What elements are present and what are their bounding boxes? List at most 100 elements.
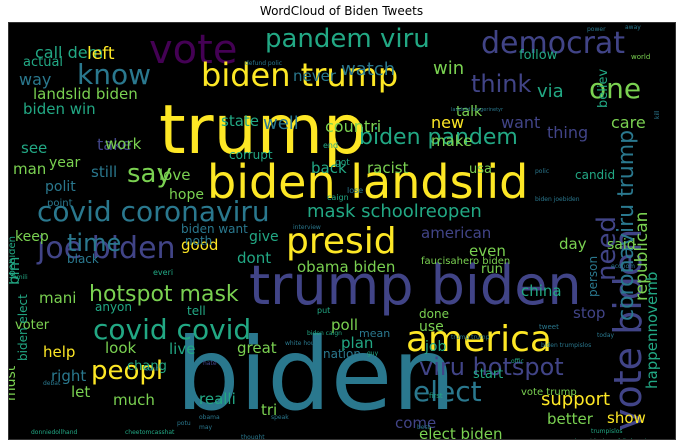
word-way: way: [19, 70, 51, 89]
word-tweet: tweet: [539, 323, 559, 331]
word-presid: presid: [286, 221, 397, 262]
word-look: look: [105, 339, 137, 357]
word-better: better: [547, 410, 594, 428]
word-viru-hotspot: viru hotspot: [419, 353, 564, 381]
word-biden-want: biden want: [181, 222, 248, 236]
word-even: even: [469, 242, 506, 260]
word-run: run: [481, 262, 503, 277]
word-say: say: [127, 159, 172, 189]
word-faucisahero-biden: faucisahero biden: [421, 256, 510, 267]
word-potu: potu: [177, 420, 191, 427]
word-voter: voter: [15, 318, 50, 333]
word-corrupt: corrupt: [229, 148, 273, 162]
word-biden-elect: biden elect: [16, 294, 30, 361]
word-put: put: [317, 306, 330, 315]
word-donniedollhand: donniedollhand: [31, 429, 78, 436]
word-landslid-tangerinetyr: landslid tangerinetyr: [451, 107, 504, 113]
word-think: think: [471, 70, 532, 98]
word-first: first: [429, 392, 443, 400]
word-biden-trump: biden trump: [201, 56, 398, 94]
word-racist: racist: [367, 159, 409, 177]
word-via: via: [537, 81, 564, 102]
wordcloud-words: biden trump trump biden biden landslid vote …: [9, 24, 661, 439]
word-help: help: [43, 343, 75, 361]
word-cheetomcasshat: cheetomcasshat: [125, 429, 175, 436]
word-win: win: [433, 58, 464, 79]
word-great: great: [237, 339, 277, 357]
word-support: support: [541, 389, 610, 410]
word-keep: keep: [15, 229, 49, 245]
chart-title: WordCloud of Biden Tweets: [259, 4, 424, 18]
word-got: got: [335, 158, 350, 168]
word-hotspot-mask: hotspot mask: [89, 282, 239, 307]
word-new: new: [431, 113, 464, 132]
word-defund-polic: defund polic: [245, 60, 282, 67]
word-much: much: [113, 391, 155, 409]
word-trump-trump: trump trump: [451, 334, 490, 341]
word-econom: econom: [611, 263, 635, 270]
word-know: know: [77, 58, 151, 91]
word-want: want: [501, 113, 540, 132]
word-talk: talk: [456, 104, 483, 120]
word-republican: republican: [632, 212, 652, 301]
word-obama-biden: obama biden: [297, 258, 395, 276]
word-stop: stop: [573, 304, 605, 322]
word-elect-biden: elect biden: [419, 425, 502, 439]
word-best: best: [417, 424, 431, 431]
word-thought: thought: [241, 434, 265, 439]
word-polic: polic: [535, 168, 549, 175]
word-love: love: [159, 166, 190, 184]
word-believ: believ: [596, 69, 611, 108]
word-never: never: [293, 67, 337, 85]
word-famili: famili: [11, 274, 28, 281]
word-biden-caign: biden caign: [307, 330, 342, 337]
word-away: away: [625, 24, 641, 31]
word-day: day: [559, 235, 587, 253]
word-anyon: anyon: [95, 300, 132, 314]
word-biden-pandem: biden pandem: [359, 125, 518, 150]
word-covid-coronaviru: covid coronaviru: [37, 195, 270, 228]
word-done: done: [419, 307, 449, 321]
word-state: state: [221, 112, 259, 130]
word-one: one: [589, 72, 641, 105]
word-biden-win: biden win: [23, 100, 96, 118]
word-said: said: [607, 237, 636, 253]
word-happennovemb: happennovemb: [643, 272, 661, 389]
word-debat: debat: [43, 380, 61, 387]
word-black: black: [67, 252, 99, 266]
word-mask-schoolreopen: mask schoolreopen: [307, 201, 482, 222]
word-lose: lose: [347, 186, 363, 195]
word-thing: thing: [547, 123, 588, 142]
word-start: start: [473, 367, 503, 382]
wordcloud-svg: biden trump trump biden biden landslid vote …: [9, 23, 675, 439]
word-white-hous: white hous: [285, 340, 318, 347]
word-poll: poll: [331, 316, 358, 334]
word-joebiden: joebiden: [9, 236, 18, 280]
word-well: well: [263, 113, 299, 134]
word-still: still: [91, 163, 117, 181]
word-actual: actual: [23, 55, 63, 70]
word-tri: tri: [261, 401, 277, 419]
word-trump: trump: [159, 91, 366, 170]
word-obama: obama: [199, 414, 220, 421]
word-joe-biden: joe biden: [36, 231, 176, 266]
word-end: end: [323, 141, 338, 150]
wordcloud-canvas: biden trump trump biden biden landslid vote …: [8, 22, 676, 440]
word-time: time: [67, 229, 121, 257]
word-trump-biden: trump biden: [249, 254, 582, 317]
word-hope: hope: [169, 187, 204, 203]
word-interview: interview: [293, 224, 321, 231]
word-polit: polit: [45, 179, 76, 195]
word-plan: plan: [341, 334, 373, 352]
word-american: american: [421, 224, 491, 242]
word-make: make: [431, 132, 472, 150]
word-mean: mean: [359, 327, 390, 340]
word-year: year: [49, 155, 80, 171]
word-take: take: [97, 135, 132, 154]
word-guy: guy: [367, 350, 379, 357]
word-democrat: democrat: [481, 26, 625, 61]
word-trumpislos-trumpfailedamerica: trumpislos trumpfailedamerica: [575, 438, 652, 439]
word-vote: vote: [149, 27, 237, 73]
word-peopl: peopl: [91, 356, 163, 386]
word-watch: watch: [341, 59, 395, 80]
